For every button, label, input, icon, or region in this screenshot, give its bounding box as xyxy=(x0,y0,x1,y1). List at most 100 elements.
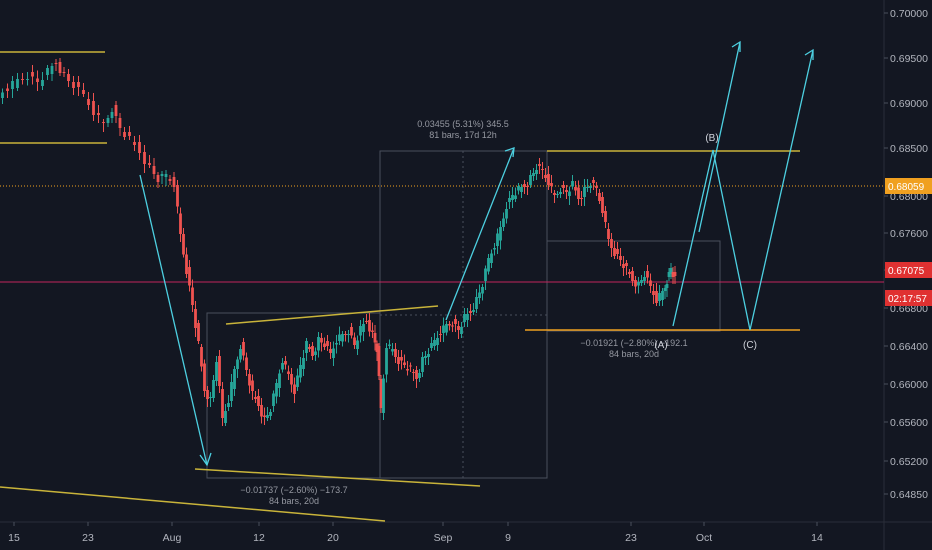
candle-down xyxy=(344,334,347,335)
candle-down xyxy=(448,324,451,326)
candle-down xyxy=(118,118,122,128)
candle-down xyxy=(631,271,634,281)
candle-down xyxy=(353,337,356,345)
time-tick-label: Oct xyxy=(696,532,712,544)
candle-up xyxy=(484,268,487,281)
candle-up xyxy=(209,397,212,398)
candle-up xyxy=(50,66,54,74)
trendline-aug-upper xyxy=(225,305,439,325)
candle-up xyxy=(520,187,523,192)
candle-down xyxy=(406,369,409,371)
candle-down xyxy=(87,99,90,105)
candle-down xyxy=(547,174,550,185)
candle-down xyxy=(148,163,151,165)
trendline-long-lower xyxy=(0,486,386,522)
candle-up xyxy=(517,186,520,191)
candle-down xyxy=(616,249,619,254)
candle-down xyxy=(179,213,182,234)
candle-down xyxy=(254,397,257,399)
candle-down xyxy=(526,186,529,187)
candle-down xyxy=(365,321,368,322)
arrow-projection-up-b xyxy=(749,49,814,331)
candle-down xyxy=(544,175,547,178)
candle-down xyxy=(123,132,126,137)
candle-down xyxy=(409,365,412,367)
candle-up xyxy=(46,68,49,75)
price-badge xyxy=(885,178,932,194)
candle-down xyxy=(290,374,293,385)
candle-down xyxy=(625,263,628,266)
candle-down xyxy=(218,356,221,386)
candle-up xyxy=(317,337,320,351)
candle-down xyxy=(191,287,194,305)
annotation-aug-line1: −0.01737 (−2.60%) −173.7 xyxy=(240,485,347,495)
candle-down xyxy=(326,341,329,346)
candle-down xyxy=(287,371,290,374)
candle-up xyxy=(669,268,673,274)
candle-up xyxy=(418,373,421,378)
projection-arrows[interactable] xyxy=(139,40,814,467)
candle-down xyxy=(652,291,655,295)
annotation-rally: 0.03455 (5.31%) 345.5 81 bars, 17d 12h xyxy=(417,119,509,140)
annotation-drop-a: −0.01921 (−2.80%) −192.1 84 bars, 20d xyxy=(580,338,687,359)
candle-up xyxy=(508,198,511,202)
candle-down xyxy=(62,72,66,73)
price-tick-label: 0.64850 xyxy=(890,489,928,501)
candle-down xyxy=(541,169,544,170)
candle-up xyxy=(314,351,317,355)
price-tick-label: 0.69000 xyxy=(890,98,928,110)
candle-up xyxy=(586,187,589,188)
arrow-up-sep xyxy=(445,147,515,321)
time-tick-label: 23 xyxy=(82,532,94,544)
candle-down xyxy=(350,327,353,336)
wave-label-a: (A) xyxy=(654,340,667,351)
annotation-drop-line2: 84 bars, 20d xyxy=(609,349,659,359)
candle-down xyxy=(58,62,62,73)
time-tick-label: Aug xyxy=(163,532,182,544)
candle-up xyxy=(463,314,466,322)
candle-down xyxy=(400,357,403,361)
candle-up xyxy=(385,348,388,375)
candle-down xyxy=(451,325,454,327)
candle-down xyxy=(31,72,34,77)
price-badge xyxy=(885,262,932,278)
candle-down xyxy=(221,389,224,418)
price-tick-label: 0.70000 xyxy=(890,8,928,20)
candle-down xyxy=(92,101,95,115)
candle-down xyxy=(138,142,141,153)
measure-box-drop[interactable] xyxy=(546,240,721,332)
candle-up xyxy=(472,310,475,312)
candle-up xyxy=(643,277,646,281)
candle-down xyxy=(182,234,185,255)
candle-up xyxy=(305,341,308,353)
candle-down xyxy=(206,390,209,399)
candle-up xyxy=(296,375,299,387)
candle-down xyxy=(403,362,406,365)
candle-up xyxy=(436,338,439,345)
time-tick-label: 12 xyxy=(253,532,265,544)
candle-down xyxy=(293,384,296,394)
candle-down xyxy=(128,132,131,136)
candle-down xyxy=(248,374,251,386)
annotation-aug-line2: 84 bars, 20d xyxy=(269,496,319,506)
candle-up xyxy=(475,297,478,309)
trendlines[interactable] xyxy=(0,51,800,522)
time-tick-label: 14 xyxy=(811,532,823,544)
arrow-projection-up-a xyxy=(698,41,741,233)
candle-down xyxy=(102,122,105,123)
candle-down xyxy=(368,320,371,332)
candle-down xyxy=(613,248,616,256)
candle-down xyxy=(610,239,613,248)
candle-down xyxy=(607,229,610,239)
time-axis[interactable]: 15 23 Aug 12 20 Sep 9 23 Oct 14 xyxy=(8,522,823,544)
candle-up xyxy=(212,380,215,398)
candle-down xyxy=(133,142,136,145)
candle-down xyxy=(397,357,400,364)
candle-up xyxy=(269,412,272,416)
candle-up xyxy=(110,112,114,118)
candle-up xyxy=(430,343,433,348)
candle-down xyxy=(565,190,568,192)
candle-up xyxy=(487,258,490,272)
candle-up xyxy=(502,218,505,227)
